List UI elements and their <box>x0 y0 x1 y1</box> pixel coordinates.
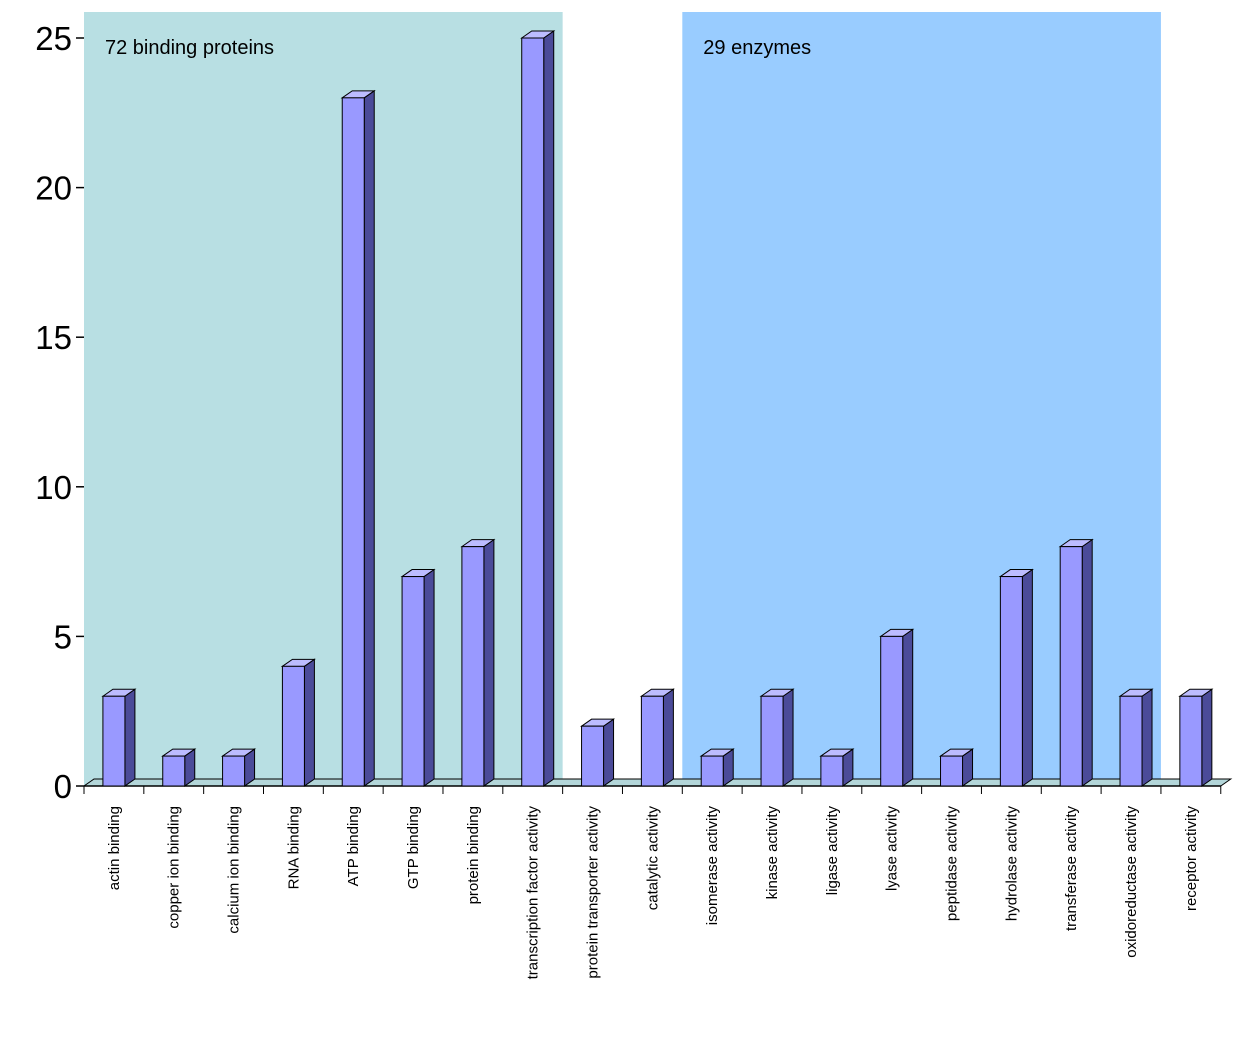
x-tick-label: lyase activity <box>884 806 901 892</box>
bar <box>699 748 735 787</box>
bar-side <box>1201 688 1213 787</box>
x-tick-label: copper ion binding <box>166 806 183 929</box>
bar-side <box>662 688 674 787</box>
bar <box>938 748 975 787</box>
x-tick-label: ATP binding <box>345 806 362 886</box>
bar-front <box>1119 695 1143 787</box>
bar <box>220 748 257 787</box>
bar-side <box>902 628 914 787</box>
bar-front <box>341 97 365 787</box>
x-tick-label: protein transporter activity <box>585 806 602 979</box>
bar <box>639 688 675 787</box>
bar-front <box>222 755 246 787</box>
band-label: 72 binding proteins <box>105 37 274 59</box>
y-tick-label: 5 <box>54 618 72 655</box>
bars <box>101 30 1214 787</box>
bar-front <box>999 576 1023 787</box>
y-tick-label: 15 <box>35 319 72 356</box>
bar <box>998 568 1034 787</box>
bar <box>1178 688 1214 787</box>
bar-front <box>820 755 844 787</box>
x-tick-label: isomerase activity <box>704 806 721 926</box>
x-tick-label: receptor activity <box>1183 806 1200 912</box>
bar-side <box>423 568 435 787</box>
bar-side <box>1081 538 1093 787</box>
x-tick-label: actin binding <box>106 806 123 890</box>
category-bands <box>84 12 1161 786</box>
bar <box>400 568 436 787</box>
x-tick-label: transferase activity <box>1063 806 1080 932</box>
bar-front <box>1059 546 1083 787</box>
bar-front <box>760 695 784 787</box>
bar-side <box>1021 568 1033 787</box>
bar <box>879 628 915 787</box>
x-tick-label: oxidoreductase activity <box>1123 806 1140 958</box>
bar-side <box>782 688 794 787</box>
bar <box>1058 538 1094 787</box>
x-tick-label: ligase activity <box>824 806 841 896</box>
bar <box>340 89 376 787</box>
y-tick-label: 25 <box>35 20 72 57</box>
bar <box>161 748 197 787</box>
bar-front <box>461 546 485 787</box>
bar-side <box>363 89 375 787</box>
band-label: 29 enzymes <box>703 37 811 59</box>
bar-side <box>483 538 495 787</box>
bar-front <box>880 635 904 787</box>
y-tick-label: 20 <box>35 170 72 207</box>
x-tick-label: catalytic activity <box>644 806 661 911</box>
bar-front <box>581 725 605 787</box>
bar-side <box>303 658 315 787</box>
x-tick-label: peptidase activity <box>944 806 961 922</box>
bar-front <box>401 576 425 787</box>
bar-front <box>940 755 964 787</box>
bar <box>460 538 496 787</box>
bar-front <box>521 37 545 787</box>
bar <box>579 718 616 787</box>
bar <box>280 658 316 787</box>
bar <box>520 30 556 787</box>
bar-side <box>603 718 615 787</box>
x-tick-label: kinase activity <box>764 806 781 900</box>
bar-front <box>162 755 186 787</box>
x-tick-label: GTP binding <box>405 806 422 889</box>
bar-side <box>1141 688 1153 787</box>
y-tick-label: 10 <box>35 469 72 506</box>
bar-front <box>640 695 664 787</box>
x-tick-label: calcium ion binding <box>226 806 243 934</box>
bar-front <box>281 665 305 787</box>
x-tick-label: RNA binding <box>285 806 302 889</box>
bar <box>1118 688 1154 787</box>
y-tick-label: 0 <box>54 768 72 805</box>
bar-front <box>102 695 126 787</box>
labels: 72 binding proteins 29 enzymes 0 5 10 15 20 25 a… <box>35 20 1200 979</box>
bar <box>819 748 855 787</box>
bar-front <box>700 755 724 787</box>
bar-front <box>1179 695 1203 787</box>
x-tick-label: hydrolase activity <box>1003 806 1020 922</box>
x-tick-label: protein binding <box>465 806 482 904</box>
x-tick-label: transcription factor activity <box>525 806 542 980</box>
bar <box>101 688 137 787</box>
bar-side <box>124 688 136 787</box>
bar <box>759 688 795 787</box>
bar-side <box>543 30 555 787</box>
